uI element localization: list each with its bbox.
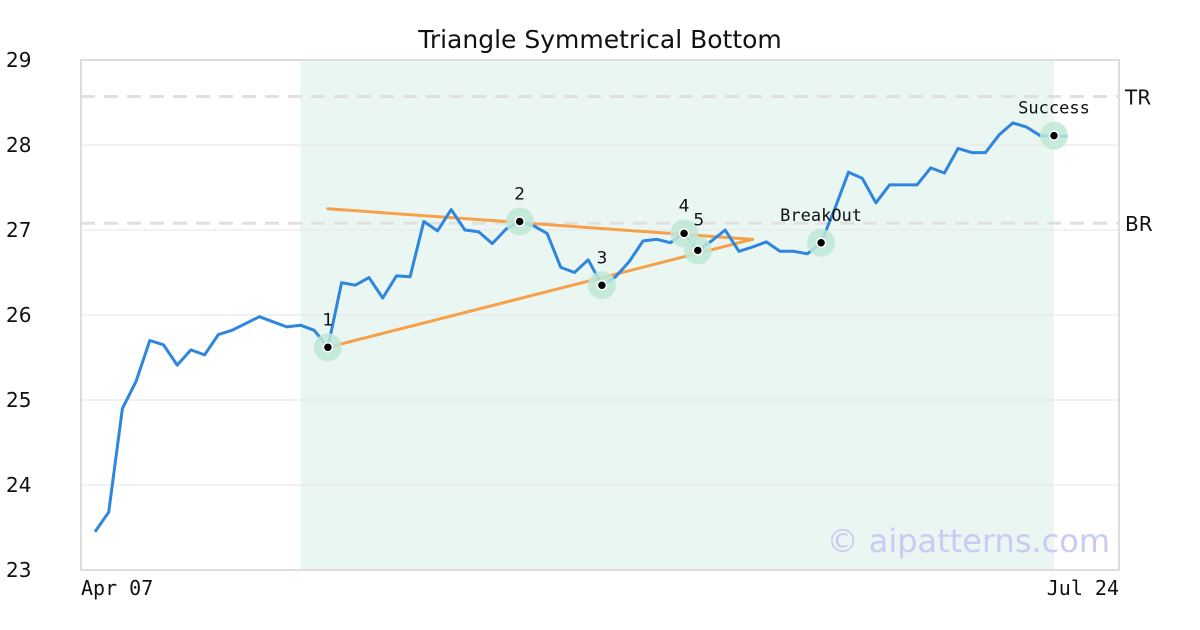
point-label-1: 1	[322, 310, 333, 330]
point-dot-3	[596, 280, 608, 291]
point-label-breakout: BreakOut	[780, 206, 862, 226]
y-tick-label: 25	[6, 388, 31, 412]
point-label-3: 3	[596, 248, 607, 268]
level-label-br: BR	[1125, 212, 1153, 236]
level-lines-layer: TR BR	[81, 86, 1153, 236]
y-tick-label: 27	[6, 218, 31, 242]
point-dot-2	[514, 216, 525, 227]
point-dot-1	[322, 342, 334, 353]
pattern-points-layer: 1 2 3 45 BreakOut Success	[313, 99, 1090, 362]
level-label-tr: TR	[1124, 86, 1151, 110]
watermark-text: © aipatterns.com	[827, 522, 1110, 560]
y-tick-label: 26	[6, 303, 31, 327]
point-dot-breakout	[815, 237, 827, 248]
point-dot-5	[692, 245, 704, 256]
y-tick-label: 29	[6, 48, 31, 72]
y-tick-label: 28	[6, 133, 31, 157]
point-label-5: 5	[693, 210, 704, 230]
lower-trendline	[326, 237, 755, 349]
y-tick-label: 24	[6, 473, 31, 497]
point-dot-4	[678, 228, 690, 239]
price-line	[93, 121, 1068, 533]
point-label-2: 2	[514, 185, 525, 205]
watermark-layer: © aipatterns.com	[827, 522, 1110, 560]
chart-title: Triangle Symmetrical Bottom	[417, 25, 782, 54]
series-layer	[93, 121, 1068, 533]
grid-layer	[81, 144, 1119, 486]
y-tick-label: 23	[6, 558, 31, 582]
plot-frame	[80, 59, 1120, 571]
point-label-4: 4	[679, 196, 690, 216]
x-tick-label: Jul 24	[1047, 576, 1119, 600]
point-label-success: Success	[1018, 99, 1090, 119]
x-tick-label: Apr 07	[81, 576, 153, 600]
point-dot-success	[1048, 130, 1060, 141]
